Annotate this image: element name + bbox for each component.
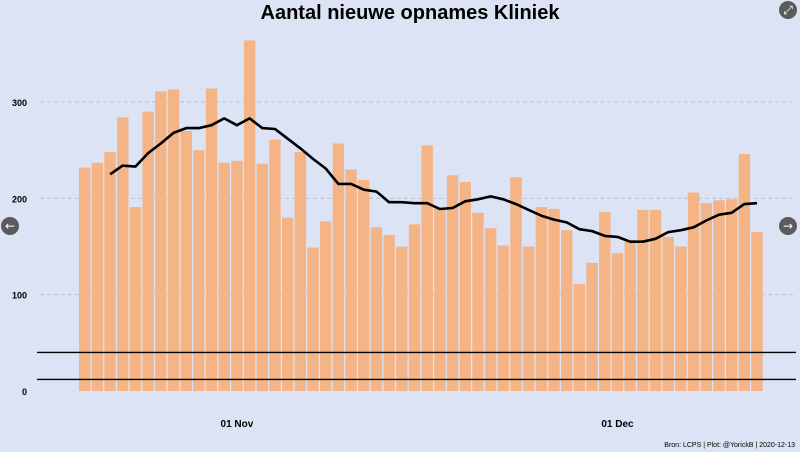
bar	[256, 163, 268, 391]
bar	[142, 111, 154, 392]
bar	[332, 143, 345, 391]
bar	[421, 145, 433, 391]
bar	[104, 152, 116, 391]
bar	[713, 200, 725, 391]
bar	[649, 209, 662, 391]
next-arrow-icon[interactable]: →	[779, 217, 797, 235]
bar	[497, 245, 509, 391]
previous-arrow-icon[interactable]: ←	[1, 217, 19, 235]
bar	[700, 203, 712, 391]
bar	[91, 162, 104, 391]
bar	[180, 130, 192, 391]
bar	[155, 91, 167, 392]
bar	[535, 207, 548, 391]
bar	[117, 117, 129, 391]
bar	[675, 246, 687, 391]
bar	[637, 209, 649, 391]
bar	[231, 160, 243, 391]
y-tick-label: 0	[22, 387, 27, 397]
bar	[725, 199, 738, 391]
y-axis-ticks: 0 100 200 300	[12, 98, 27, 397]
bar	[79, 167, 91, 391]
bar	[573, 284, 586, 391]
bar-series	[79, 40, 763, 392]
bar	[611, 253, 624, 391]
bar	[269, 139, 281, 391]
rolling-average-series	[109, 117, 758, 243]
bar	[510, 177, 522, 391]
bar	[662, 236, 674, 391]
bar	[383, 234, 395, 391]
bar	[687, 192, 700, 391]
bar	[459, 181, 471, 391]
bar	[358, 180, 370, 391]
bar	[193, 150, 205, 391]
bar	[218, 162, 230, 391]
bar	[738, 154, 751, 391]
bar	[345, 169, 357, 391]
bar	[434, 208, 446, 391]
bar	[320, 221, 332, 391]
bar	[446, 175, 459, 391]
y-tick-label: 200	[12, 194, 27, 204]
x-axis-ticks: 01 Nov 01 Dec	[221, 419, 635, 430]
expand-icon[interactable]: ⤢	[779, 1, 797, 19]
reference-lines	[37, 351, 796, 381]
bar	[294, 152, 307, 391]
bar	[408, 224, 421, 391]
bar	[307, 247, 319, 391]
bar	[522, 246, 535, 391]
bar	[243, 40, 256, 392]
rolling-average-line	[109, 117, 758, 243]
x-tick-label: 01 Nov	[221, 419, 254, 430]
bar	[484, 228, 497, 391]
y-tick-label: 100	[12, 291, 27, 301]
bar	[586, 262, 598, 391]
bar	[624, 239, 636, 391]
chart-title: Aantal nieuwe opnames Kliniek	[261, 2, 561, 24]
bar	[281, 217, 294, 391]
bar	[370, 227, 383, 391]
bar	[548, 208, 560, 391]
bar	[561, 230, 573, 391]
source-caption: Bron: LCPS | Plot: @YorickB | 2020-12-13	[664, 442, 795, 449]
bar	[751, 232, 763, 391]
x-tick-label: 01 Dec	[601, 419, 634, 430]
bar	[472, 212, 484, 391]
bar	[129, 207, 142, 391]
y-tick-label: 300	[12, 98, 27, 108]
bar	[396, 246, 408, 391]
bar	[599, 211, 611, 391]
bar	[205, 88, 218, 391]
bar	[167, 89, 180, 391]
